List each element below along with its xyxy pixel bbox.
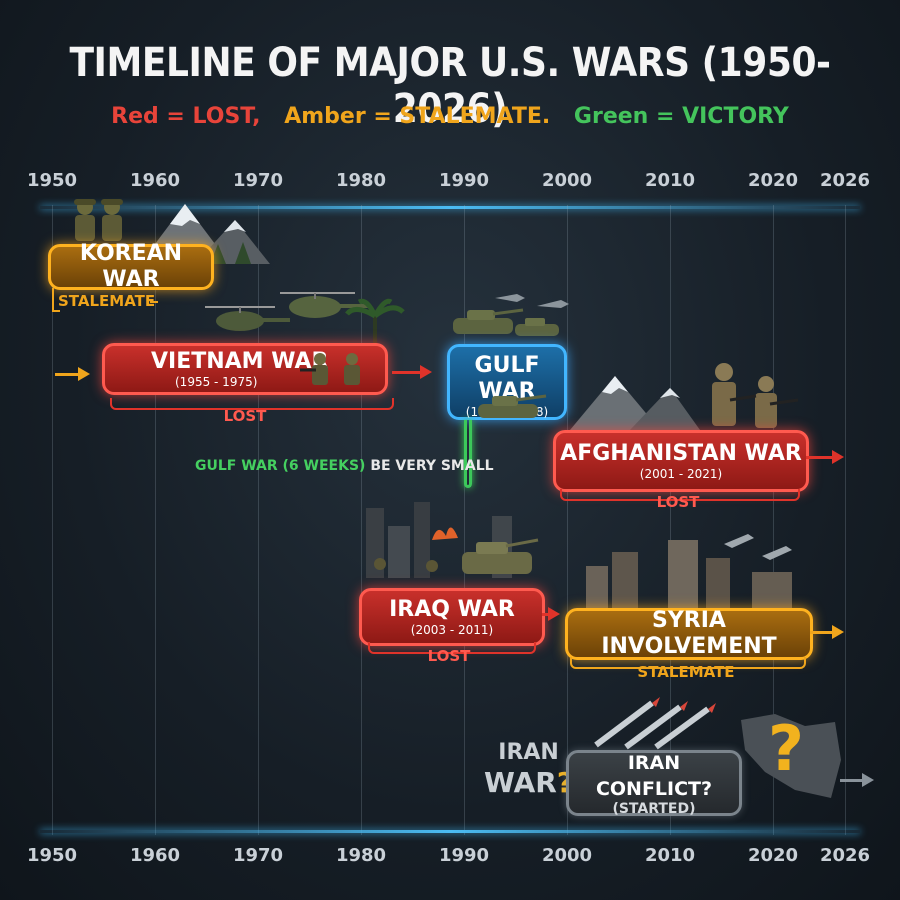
- soldiers-icon: [74, 199, 123, 241]
- helicopter-icon: [205, 292, 369, 331]
- soldiers-icon: [300, 353, 360, 385]
- tick-2020: 2020: [747, 170, 799, 191]
- gridline: [567, 205, 568, 835]
- ruined-city-icon: [586, 534, 792, 608]
- vietnam-lead-arrow: [55, 367, 90, 381]
- vietnam-bracket: [110, 398, 394, 410]
- bottom-axis: 1950 1960 1970 1980 1990 2000 2010 2020 …: [0, 845, 900, 875]
- vietnam-war-name: VIETNAM WAR: [151, 349, 329, 374]
- iran-arrow: [840, 773, 874, 787]
- gulf-war-duration-bar: [464, 420, 472, 488]
- top-axis: 1950 1960 1970 1980 1990 2000 2010 2020 …: [0, 170, 900, 200]
- korean-connector: [52, 288, 60, 312]
- tick-2010: 2010: [644, 170, 696, 191]
- afghanistan-bracket: [560, 489, 800, 501]
- page-title: TIMELINE OF MAJOR U.S. WARS (1950-2026): [69, 40, 831, 132]
- iran-side-top: IRAN: [498, 740, 559, 765]
- gridline: [361, 205, 362, 835]
- iraq-war-name: IRAQ WAR: [389, 597, 515, 622]
- gulf-war-note: GULF WAR (6 WEEKS) BE VERY SMALL: [195, 458, 494, 474]
- iran-conflict-sub: (STARTED): [612, 801, 696, 817]
- tick-2000: 2000: [541, 845, 593, 866]
- missile-icon: [594, 697, 716, 750]
- tick-1960: 1960: [129, 845, 181, 866]
- iran-conflict-name: IRAN CONFLICT?: [595, 752, 713, 800]
- tank-icon: [478, 394, 547, 418]
- vietnam-war-box[interactable]: VIETNAM WAR (1955 - 1975): [102, 343, 388, 395]
- korean-war-name: KOREAN WAR: [79, 241, 183, 292]
- gridline: [773, 205, 774, 835]
- tick-1970: 1970: [232, 170, 284, 191]
- tank-icon: [453, 294, 569, 336]
- gulf-war-note-green: GULF WAR (6 WEEKS): [195, 458, 366, 474]
- syria-arrow: [810, 625, 844, 639]
- bottom-axis-line: [40, 830, 860, 833]
- tick-2026: 2026: [819, 845, 871, 866]
- iraq-war-box[interactable]: IRAQ WAR (2003 - 2011): [359, 588, 545, 646]
- tick-2000: 2000: [541, 170, 593, 191]
- syria-involvement-name: SYRIA INVOLVEMENT: [601, 608, 777, 659]
- iran-side-bottom: WAR: [484, 766, 557, 799]
- korean-war-status: STALEMATE: [58, 292, 156, 310]
- syria-bracket: [570, 657, 806, 669]
- ruined-city-icon: [366, 502, 539, 578]
- syria-involvement-box[interactable]: SYRIA INVOLVEMENT: [565, 608, 813, 660]
- iraq-bracket: [368, 642, 536, 654]
- afghanistan-war-name: AFGHANISTAN WAR: [560, 441, 802, 466]
- tick-1950: 1950: [26, 170, 78, 191]
- afghanistan-war-status: LOST: [656, 493, 700, 511]
- mountains-icon: [570, 376, 700, 430]
- gulf-war-name: GULF WAR: [474, 353, 540, 404]
- afghanistan-war-dates: (2001 - 2021): [639, 467, 723, 481]
- gridline: [464, 205, 465, 835]
- gridline: [52, 205, 53, 835]
- gridline: [258, 205, 259, 835]
- tick-2026: 2026: [819, 170, 871, 191]
- legend-stalemate: Amber = STALEMATE.: [284, 104, 551, 129]
- korean-status-tail: [150, 301, 158, 303]
- tick-1990: 1990: [438, 845, 490, 866]
- tick-1950: 1950: [26, 845, 78, 866]
- palm-tree-icon: [345, 298, 405, 346]
- iran-conflict-box[interactable]: IRAN CONFLICT? (STARTED): [566, 750, 742, 816]
- iraq-war-status: LOST: [427, 647, 471, 665]
- tick-1990: 1990: [438, 170, 490, 191]
- iran-question-mark: ?: [768, 712, 804, 785]
- korean-war-box[interactable]: KOREAN WAR: [48, 241, 214, 292]
- top-axis-line: [40, 206, 860, 209]
- iraq-arrow: [542, 607, 560, 621]
- iran-map-icon: [741, 714, 841, 798]
- vietnam-war-dates: (1955 - 1975): [175, 375, 258, 389]
- soldiers-icon: [712, 363, 799, 428]
- legend: Red = LOST, Amber = STALEMATE. Green = V…: [0, 104, 900, 129]
- gridline: [845, 205, 846, 835]
- tick-2020: 2020: [747, 845, 799, 866]
- legend-victory: Green = VICTORY: [573, 104, 789, 129]
- tick-2010: 2010: [644, 845, 696, 866]
- afghanistan-arrow: [806, 450, 844, 464]
- tick-1980: 1980: [335, 170, 387, 191]
- vietnam-arrow: [392, 365, 432, 379]
- gridline: [670, 205, 671, 835]
- vietnam-war-status: LOST: [223, 407, 267, 425]
- legend-lost: Red = LOST,: [111, 104, 261, 129]
- afghanistan-war-box[interactable]: AFGHANISTAN WAR (2001 - 2021): [553, 430, 809, 492]
- iraq-war-dates: (2003 - 2011): [410, 623, 494, 637]
- syria-involvement-status: STALEMATE: [637, 663, 735, 681]
- tick-1960: 1960: [129, 170, 181, 191]
- tick-1980: 1980: [335, 845, 387, 866]
- tick-1970: 1970: [232, 845, 284, 866]
- gridline: [155, 205, 156, 835]
- gulf-war-note-white: BE VERY SMALL: [370, 458, 494, 474]
- iran-war-side-label: IRAN WAR?: [484, 738, 573, 798]
